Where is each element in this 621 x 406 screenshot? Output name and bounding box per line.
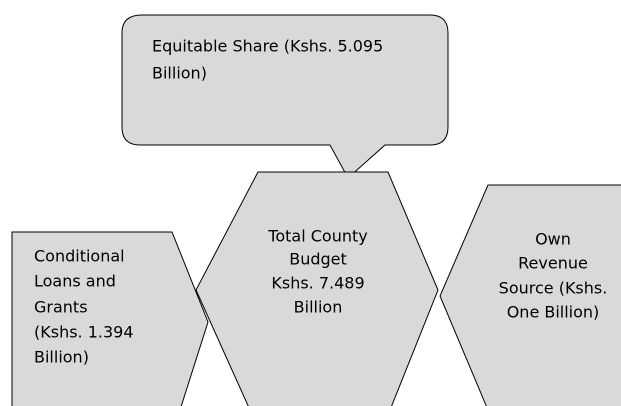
right-text: Own (535, 230, 571, 249)
center-hexagon (195, 171, 439, 406)
center-text: Kshs. 7.489 (271, 274, 364, 293)
center-text: Budget (289, 250, 347, 269)
right-hexagon (439, 184, 621, 406)
left-text: Billion) (34, 348, 89, 367)
right-text: One Billion) (507, 303, 600, 322)
left-text: Grants (34, 298, 88, 317)
left-text: Conditional (34, 247, 125, 266)
center-text: Total County (267, 227, 367, 246)
left-arrow-shape (11, 231, 209, 406)
callout-text: Billion) (152, 64, 207, 83)
center-text: Billion (294, 298, 343, 317)
callout-text: Equitable Share (Kshs. 5.095 (152, 37, 383, 56)
right-text: Source (Kshs. (499, 279, 608, 298)
callout-box (121, 14, 449, 179)
left-text: Loans and (34, 272, 116, 291)
left-text: (Kshs. 1.394 (34, 323, 134, 342)
right-text: Revenue (518, 254, 588, 273)
